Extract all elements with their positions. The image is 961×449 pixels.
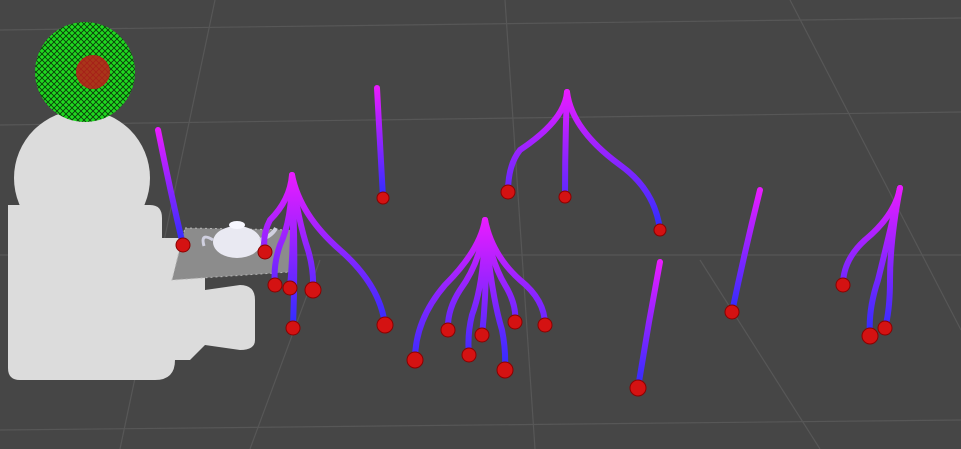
joints	[175, 184, 893, 397]
strands	[155, 85, 903, 391]
sphere-gizmo	[35, 22, 135, 122]
camera-gizmo	[8, 110, 255, 380]
